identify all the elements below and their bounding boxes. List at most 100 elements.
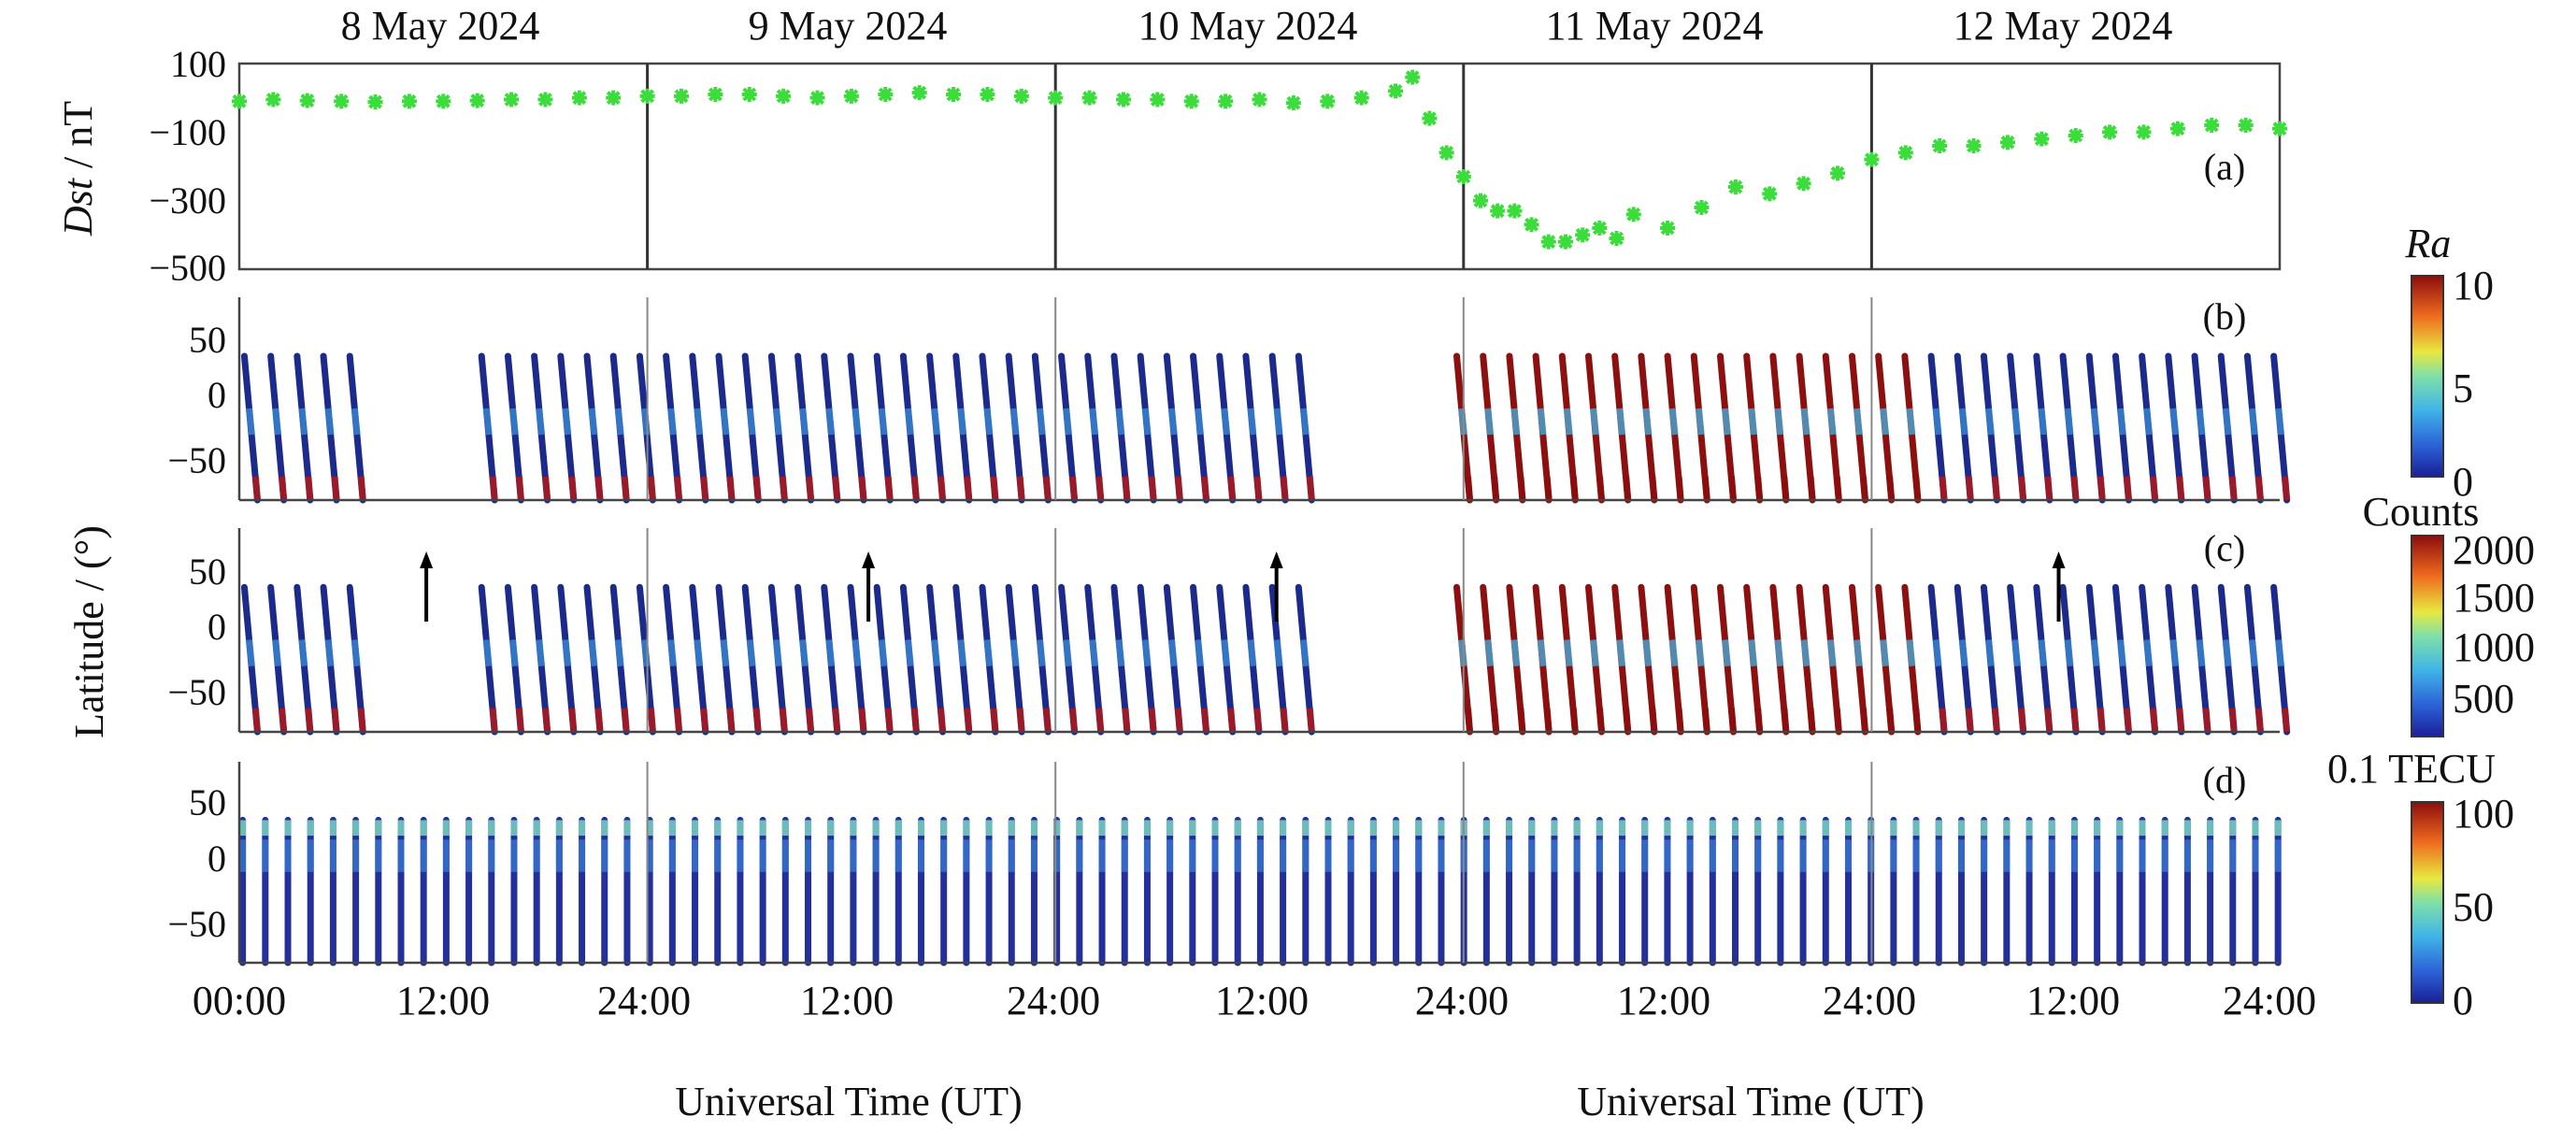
track-high-lat [884,708,894,733]
dst-point [1966,138,1982,153]
dst-point [504,92,520,107]
track-high-lat [1042,708,1052,733]
track-enhancement [1642,408,1653,436]
track-high-lat [2202,476,2211,501]
track-enhancement [667,408,678,436]
track-high-lat [910,708,920,733]
track-enhancement [904,408,914,436]
dst-point [1507,203,1523,219]
track-enhancement [1880,408,1890,436]
x-tick-label: 24:00 [1415,978,1509,1024]
track-enhancement [482,408,493,436]
colorbar-counts-tick-1000: 1000 [2453,624,2535,670]
track-enhancement [536,639,546,667]
track-high-lat [1833,708,1842,733]
track-high-lat [2018,476,2027,501]
track-high-lat [489,476,498,501]
panel-b-ytick-m50: −50 [167,439,226,481]
panel-a-ylabel-unit: / nT [55,101,101,179]
track-high-lat [1569,476,1579,501]
panel-b-ra: (b) 50 0 −50 [167,295,2291,504]
track-high-lat [568,708,578,733]
track-enhancement [957,408,967,436]
track-high-lat [515,708,524,733]
track-high-lat [1886,476,1896,501]
colorbar-counts-title: Counts [2363,489,2480,535]
dst-point [1864,151,1880,167]
track-high-lat [674,476,683,501]
track-high-lat [515,476,524,501]
track-enhancement [614,639,624,667]
x-tick-label: 12:00 [800,978,894,1024]
dst-point [299,93,315,108]
track-high-lat [1174,476,1183,501]
track-enhancement [272,639,282,667]
track-enhancement [878,408,888,436]
dst-point [2238,118,2254,133]
colorbar-ra-gradient [2411,275,2444,478]
track-enhancement [351,639,361,667]
track-high-lat [1991,708,2000,733]
panel-b-label: (b) [2203,295,2247,337]
track-high-lat [1069,476,1079,501]
track-high-lat [1227,708,1237,733]
track-high-lat [2176,708,2185,733]
track-enhancement [1800,639,1810,667]
track-high-lat [752,476,762,501]
dst-point [1115,92,1131,107]
dst-point [1897,145,1913,161]
colorbar-ra-tick-5: 5 [2453,365,2473,411]
track-enhancement [1958,408,1968,436]
track-high-lat [910,476,920,501]
track-enhancement [983,408,994,436]
track-enhancement [1063,408,1073,436]
colorbar-ra-tick-10: 10 [2453,263,2494,308]
dst-point [2204,118,2220,133]
track-enhancement [720,639,730,667]
track-high-lat [1675,476,1684,501]
x-tick-label: 00:00 [193,978,286,1024]
track-enhancement [324,408,335,436]
track-high-lat [700,708,709,733]
dst-point [980,87,995,102]
dst-point [401,93,417,109]
track-enhancement [351,408,361,436]
track-high-lat [621,708,630,733]
track-enhancement [772,408,782,436]
track-enhancement [562,408,572,436]
colorbar-tec: 0.1 TECU 100 50 0 [2327,746,2514,1024]
dst-point [2068,128,2083,143]
x-tick-label: 12:00 [396,978,490,1024]
track-high-lat [2097,708,2106,733]
track-high-lat [990,708,999,733]
colorbar-tec-gradient [2411,801,2444,1004]
dst-point [1438,145,1454,161]
track-enhancement [1958,639,1968,667]
track-enhancement [2222,639,2232,667]
track-enhancement [1984,408,1995,436]
dst-point [232,93,247,109]
track-enhancement [1695,408,1705,436]
track-enhancement [1984,639,1995,667]
track-high-lat [1728,708,1737,733]
x-axis-label-left: Universal Time (UT) [675,1079,1023,1124]
track-high-lat [305,476,314,501]
panel-a-ytick-m300: −300 [149,179,226,222]
track-high-lat [1517,708,1526,733]
track-high-lat [1623,708,1632,733]
dst-point [1490,203,1506,219]
track-high-lat [1517,476,1526,501]
track-high-lat [568,476,578,501]
track-high-lat [1280,708,1289,733]
track-high-lat [2228,708,2238,733]
track-enhancement [588,408,598,436]
track-enhancement [2116,408,2126,436]
panel-c-arrows [420,551,2066,622]
track-high-lat [2254,708,2264,733]
track-high-lat [1939,476,1948,501]
track-enhancement [825,639,836,667]
track-high-lat [357,476,366,501]
day-label-3: 10 May 2024 [1138,3,1358,49]
dst-point [1592,221,1608,236]
track-high-lat [1623,476,1632,501]
